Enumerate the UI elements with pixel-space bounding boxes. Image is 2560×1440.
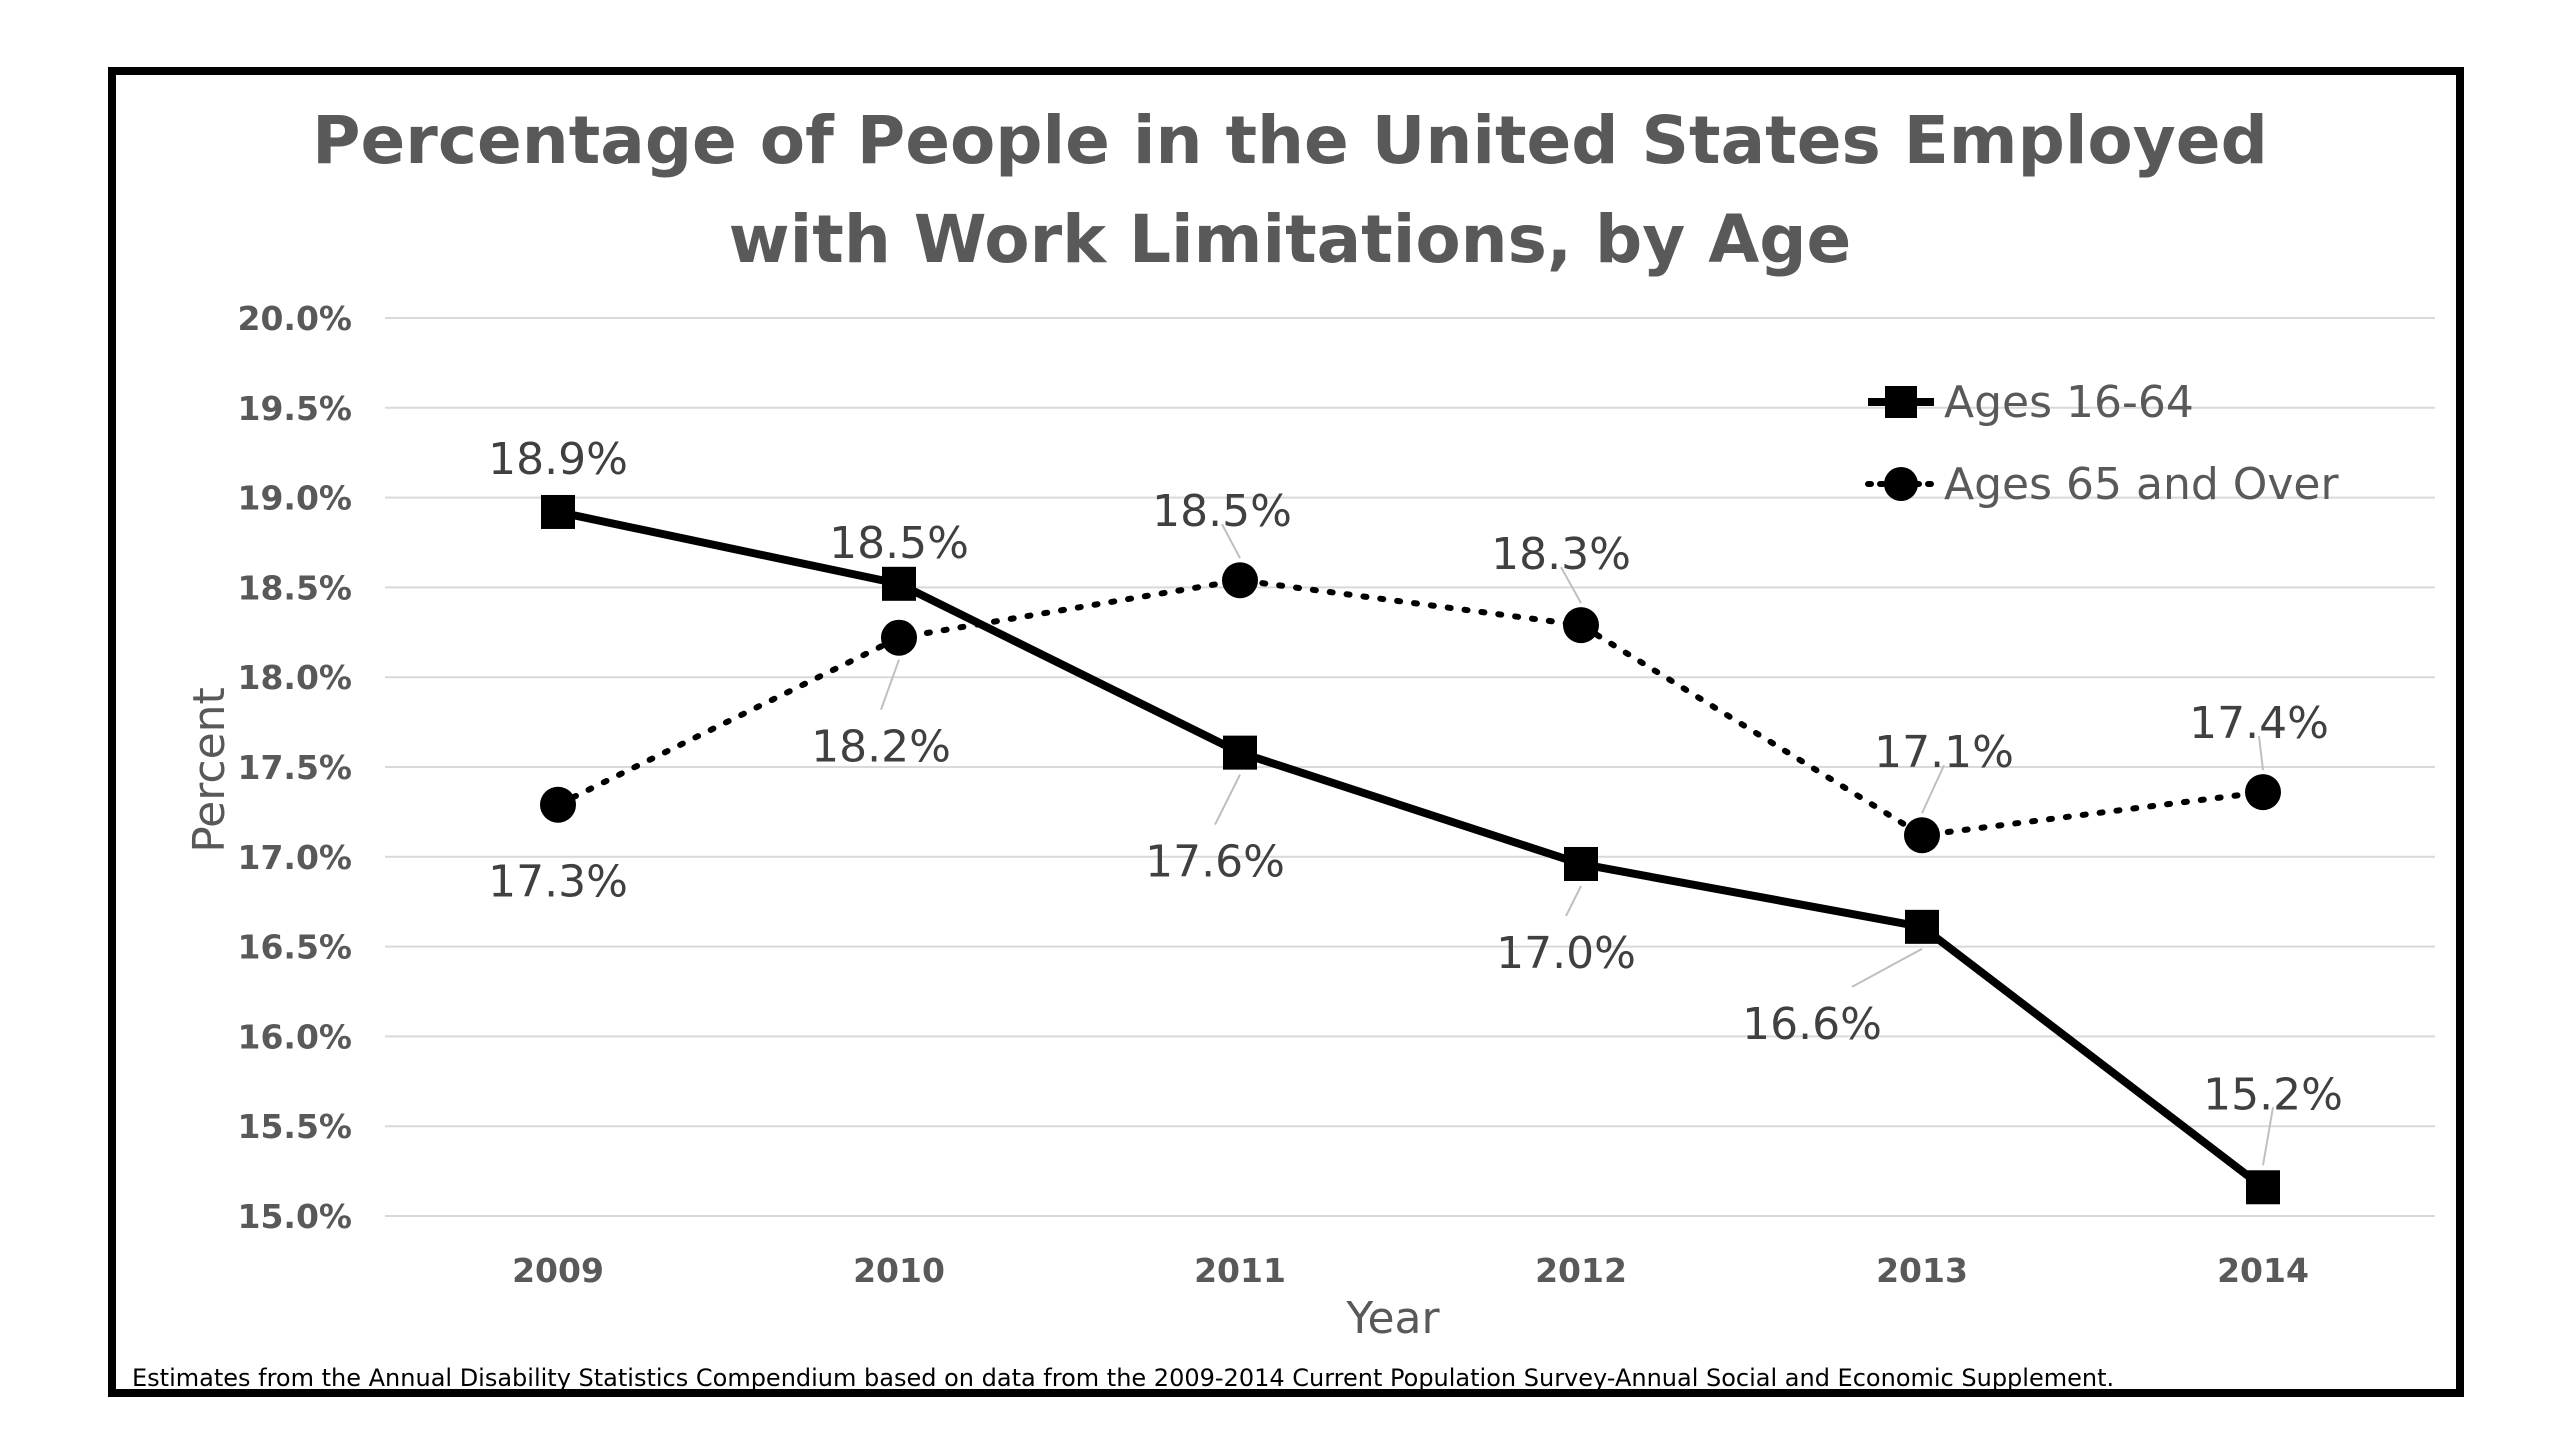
y-tick-label: 20.0% <box>238 299 353 338</box>
data-label: 17.4% <box>2189 698 2329 749</box>
data-label: 17.6% <box>1145 837 1285 888</box>
marker-circle <box>1222 562 1258 599</box>
x-tick-label: 2013 <box>1876 1251 1968 1290</box>
data-label: 18.9% <box>488 434 628 485</box>
footnote: Estimates from the Annual Disability Sta… <box>132 1364 2114 1392</box>
y-tick-label: 18.0% <box>238 658 353 697</box>
x-tick-label: 2011 <box>1194 1251 1286 1290</box>
y-tick-label: 19.0% <box>238 479 353 518</box>
marker-square <box>1905 909 1939 944</box>
series-line-ages-65-over <box>555 577 2266 839</box>
gridlines <box>385 317 2435 1217</box>
series-markers <box>540 494 2281 1205</box>
chart-title-line-2: with Work Limitations, by Age <box>729 201 1852 278</box>
series-lines <box>555 508 2266 1191</box>
chart-title: Percentage of People in the United State… <box>312 102 2268 278</box>
leader-line <box>1221 523 1241 559</box>
marker-circle <box>2245 774 2281 811</box>
marker-circle <box>540 786 576 823</box>
data-label: 15.2% <box>2203 1069 2343 1120</box>
leader-line <box>1214 774 1241 826</box>
legend-label-ages-16-64: Ages 16-64 <box>1944 377 2194 428</box>
marker-circle <box>1904 817 1940 854</box>
leader-line <box>880 659 900 711</box>
marker-square <box>541 494 575 529</box>
marker-circle <box>881 619 917 656</box>
x-tick-label: 2012 <box>1535 1251 1627 1290</box>
y-axis-title: Percent <box>184 687 235 853</box>
x-axis-tick-labels: 2009 2010 2011 2012 2013 2014 <box>512 1251 2309 1290</box>
marker-square <box>1223 735 1257 770</box>
data-label: 18.5% <box>1152 486 1292 537</box>
y-tick-label: 17.0% <box>238 838 353 877</box>
y-tick-label: 15.0% <box>238 1197 353 1236</box>
leader-line <box>2262 1107 2274 1166</box>
legend-marker-square <box>1885 386 1917 418</box>
leader-line <box>1851 947 1923 988</box>
legend-marker-circle <box>1884 467 1918 501</box>
chart-title-line-1: Percentage of People in the United State… <box>312 102 2268 179</box>
data-label: 18.3% <box>1491 529 1631 580</box>
x-tick-label: 2010 <box>853 1251 945 1290</box>
leader-line <box>1560 566 1582 604</box>
marker-circle <box>1563 607 1599 644</box>
x-tick-label: 2009 <box>512 1251 604 1290</box>
data-label: 16.6% <box>1742 999 1882 1050</box>
y-tick-label: 19.5% <box>238 389 353 428</box>
legend-label-ages-65-over: Ages 65 and Over <box>1944 459 2339 510</box>
y-tick-label: 15.5% <box>238 1107 353 1146</box>
leader-line <box>1921 764 1945 814</box>
data-label: 17.0% <box>1496 928 1636 979</box>
chart-frame <box>108 67 2464 1397</box>
data-label: 17.1% <box>1874 727 2014 778</box>
data-label: 18.5% <box>829 518 969 569</box>
data-labels: 18.9% 18.5% 17.6% 17.0% 16.6% 15.2% 17.3% 18.2%… <box>488 434 2343 1166</box>
legend: Ages 16-64 Ages 65 and Over <box>1865 377 2339 510</box>
y-tick-label: 18.5% <box>238 568 353 607</box>
y-tick-label: 16.5% <box>238 928 353 967</box>
marker-square <box>882 566 916 601</box>
y-tick-label: 16.0% <box>238 1017 353 1056</box>
data-label: 18.2% <box>811 722 951 773</box>
series-line-ages-16-64 <box>557 508 2266 1191</box>
x-axis-title: Year <box>1345 1293 1440 1344</box>
y-tick-label: 17.5% <box>238 748 353 787</box>
leader-line <box>2258 736 2264 771</box>
marker-square <box>1564 846 1598 881</box>
leader-line <box>1565 885 1582 917</box>
data-label: 17.3% <box>488 857 628 908</box>
marker-square <box>2246 1170 2280 1205</box>
x-tick-label: 2014 <box>2217 1251 2309 1290</box>
y-axis-tick-labels: 15.0% 15.5% 16.0% 16.5% 17.0% 17.5% 18.0% 18.5%… <box>238 299 353 1236</box>
